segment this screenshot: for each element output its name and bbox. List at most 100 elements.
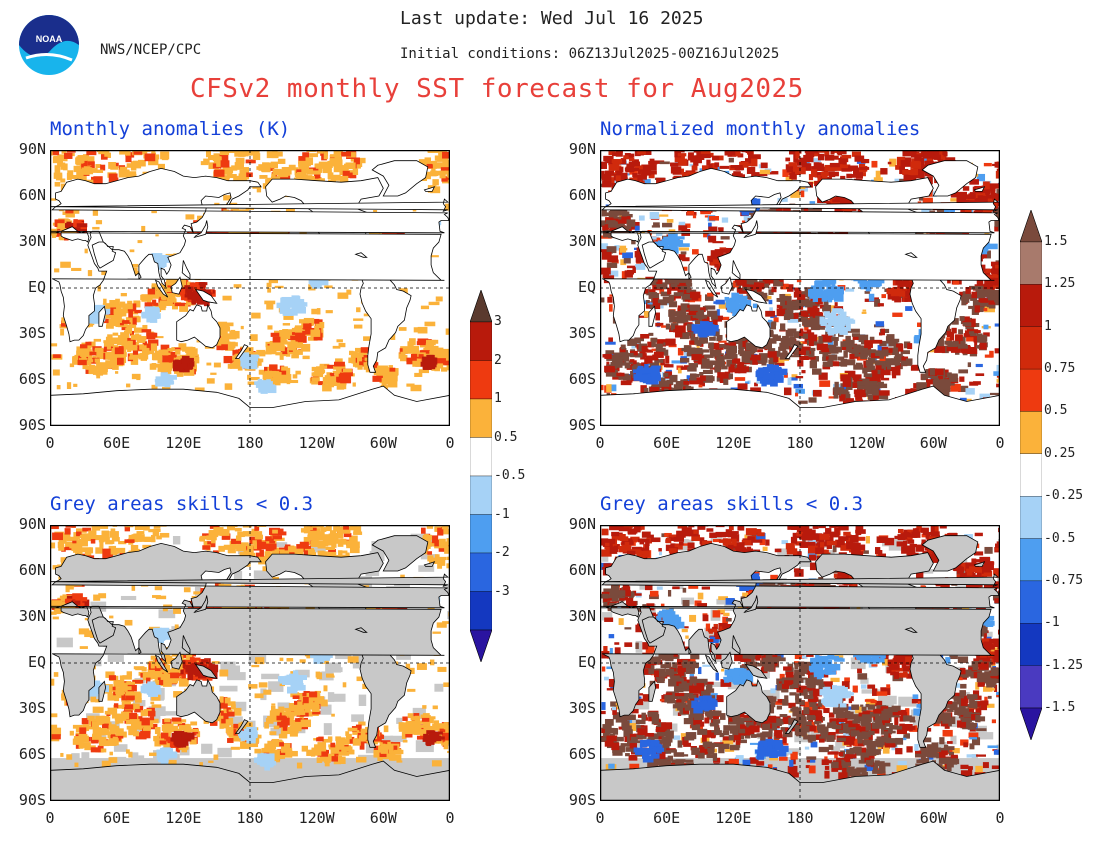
anomaly-cell <box>965 388 975 395</box>
anomaly-cell <box>223 355 233 364</box>
anomaly-cell <box>60 261 71 268</box>
anomaly-cell <box>984 354 993 358</box>
anomaly-cell <box>734 377 746 381</box>
anomaly-cell <box>786 296 792 302</box>
anomaly-cell <box>670 311 682 317</box>
anomaly-cell <box>889 342 895 347</box>
anomaly-cell <box>628 157 635 162</box>
anomaly-cell <box>655 312 660 321</box>
anomaly-cell <box>900 280 910 286</box>
anomaly-cell <box>142 324 148 331</box>
anomaly-cell <box>111 306 122 311</box>
land-japan <box>193 220 209 239</box>
anomaly-cell <box>425 171 431 180</box>
anomaly-cell <box>886 366 897 372</box>
anomaly-cell <box>136 336 147 341</box>
anomaly-cell <box>613 352 620 360</box>
anomaly-cell <box>905 358 913 365</box>
anomaly-cell <box>87 160 95 166</box>
anomaly-cell <box>696 342 702 347</box>
anomaly-cell <box>984 289 995 297</box>
anomaly-cell <box>735 339 744 344</box>
anomaly-cell <box>261 351 272 355</box>
anomaly-cell <box>757 357 766 362</box>
anomaly-cell <box>363 362 372 370</box>
anomaly-cell <box>790 355 801 358</box>
anomaly-cell <box>783 314 791 321</box>
anomaly-cell <box>66 172 72 180</box>
anomaly-cell <box>363 336 374 341</box>
land-newzealand <box>234 344 249 359</box>
anomaly-cell <box>638 215 645 221</box>
anomaly-cell <box>875 360 880 364</box>
anomaly-cell <box>843 340 849 345</box>
anomaly-cell <box>901 356 909 365</box>
anomaly-cell <box>828 171 839 177</box>
anomaly-cell <box>640 333 650 339</box>
anomaly-cell <box>969 381 979 386</box>
anomaly-cell <box>606 246 617 254</box>
anomaly-cell <box>957 344 968 349</box>
land-newguinea <box>194 288 218 304</box>
anomaly-cell <box>217 153 229 162</box>
anomaly-cell <box>689 314 695 321</box>
anomaly-cell <box>115 371 119 374</box>
anomaly-cell <box>656 231 663 236</box>
anomaly-cell <box>950 346 961 353</box>
anomaly-cell <box>984 305 995 313</box>
anomaly-cell <box>299 298 305 303</box>
anomaly-cell <box>689 163 694 167</box>
anomaly-cell <box>56 231 63 236</box>
anomaly-cell <box>971 291 978 299</box>
anomaly-cell <box>762 278 770 282</box>
anomaly-cell <box>602 180 612 188</box>
anomaly-cell <box>428 301 440 306</box>
anomaly-cell <box>652 293 660 299</box>
anomaly-cell <box>206 362 212 366</box>
anomaly-cell <box>674 325 686 333</box>
anomaly-cell <box>607 270 619 277</box>
anomaly-cell <box>178 343 187 351</box>
anomaly-cell <box>703 230 709 238</box>
anomaly-cell <box>441 367 448 372</box>
anomaly-cell <box>74 225 81 230</box>
anomaly-cell <box>669 316 680 323</box>
anomaly-cell <box>894 295 902 303</box>
anomaly-cell <box>626 364 635 370</box>
anomaly-cell <box>810 322 820 331</box>
anomaly-cell <box>352 168 359 175</box>
anomaly-cell <box>761 359 767 366</box>
anomaly-cell <box>137 159 146 167</box>
anomaly-cell <box>708 163 713 171</box>
anomaly-cell <box>900 350 910 355</box>
anomaly-cell <box>432 179 439 186</box>
anomaly-cell <box>318 161 330 168</box>
anomaly-cell <box>853 168 859 175</box>
anomaly-cell <box>720 248 731 253</box>
anomaly-cell <box>891 369 901 376</box>
anomaly-cell <box>205 150 211 158</box>
anomaly-cell <box>256 185 262 193</box>
anomaly-cell <box>125 327 133 331</box>
anomaly-cell <box>435 296 443 302</box>
anomaly-cell <box>835 195 847 201</box>
anomaly-cell <box>785 164 796 170</box>
anomaly-cell <box>667 277 677 284</box>
anomaly-cell <box>604 170 614 175</box>
anomaly-cell <box>687 171 698 175</box>
anomaly-cell <box>446 173 450 178</box>
anomaly-cell <box>147 350 155 355</box>
anomaly-cell <box>114 347 124 355</box>
agency-label: NWS/NCEP/CPC <box>100 42 202 58</box>
anomaly-cell <box>149 291 160 299</box>
anomaly-cell <box>168 375 177 380</box>
anomaly-cell <box>864 340 873 348</box>
anomaly-cell <box>729 342 737 349</box>
anomaly-cell <box>954 334 963 341</box>
anomaly-cell <box>240 358 247 367</box>
anomaly-cell <box>445 328 450 335</box>
anomaly-cell <box>398 327 407 331</box>
anomaly-cell <box>740 366 749 372</box>
page-title: CFSv2 monthly SST forecast for Aug2025 <box>190 74 804 104</box>
anomaly-cell <box>619 347 626 353</box>
